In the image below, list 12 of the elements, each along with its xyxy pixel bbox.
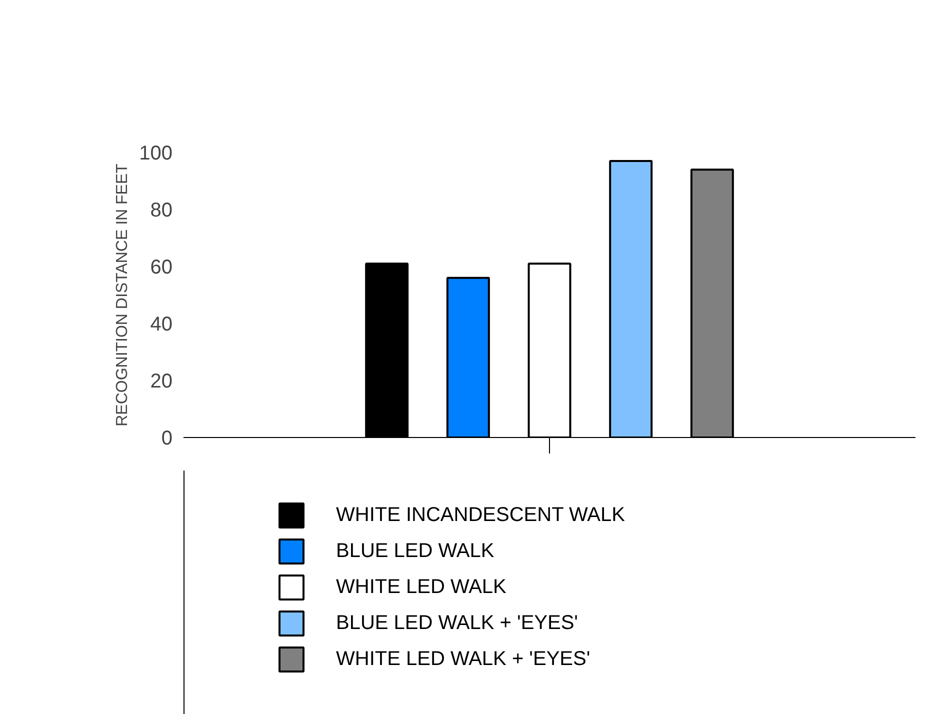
legend-label: WHITE LED WALK bbox=[336, 576, 506, 598]
y-tick-label: 40 bbox=[150, 314, 173, 336]
y-tick-label: 60 bbox=[150, 256, 173, 278]
y-tick-label: 20 bbox=[150, 370, 173, 392]
legend-label: BLUE LED WALK bbox=[336, 540, 494, 562]
legend-label: BLUE LED WALK + 'EYES' bbox=[336, 612, 578, 634]
y-tick-label: 80 bbox=[150, 200, 173, 222]
legend-label: WHITE INCANDESCENT WALK bbox=[336, 504, 625, 526]
y-tick-label: 100 bbox=[139, 142, 173, 164]
legend-label: WHITE LED WALK + 'EYES' bbox=[336, 648, 590, 670]
y-tick-label: 0 bbox=[161, 428, 172, 450]
y-axis-title: RECOGNITION DISTANCE IN FEET bbox=[114, 163, 132, 426]
